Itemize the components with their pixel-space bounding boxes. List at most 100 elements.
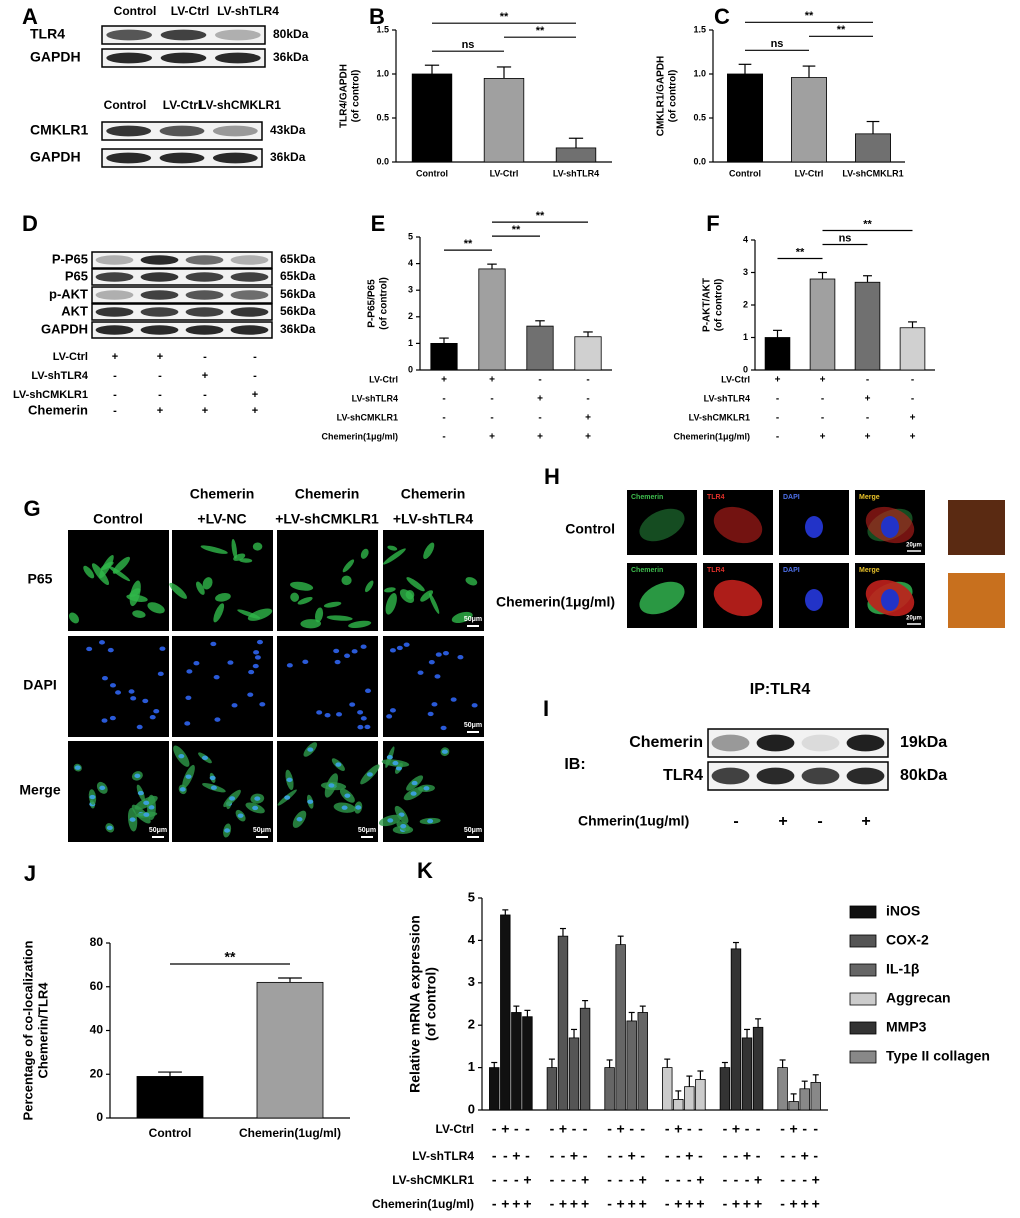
bar xyxy=(483,78,525,163)
panel-letter: F xyxy=(706,211,719,236)
scale-bar-label: 50μm xyxy=(464,827,482,834)
panel-letter: G xyxy=(23,496,40,521)
condition-sign: - xyxy=(113,370,117,382)
blot-band xyxy=(711,767,750,785)
blot-band xyxy=(140,307,179,317)
condition-sign: - xyxy=(821,413,824,424)
blot-row-label: P-P65 xyxy=(52,251,88,266)
blot-band xyxy=(846,734,885,752)
panel-letter: H xyxy=(544,464,560,489)
blot-kda: 43kDa xyxy=(270,123,306,137)
condition-sign: - xyxy=(776,432,779,443)
condition-sign: - xyxy=(698,1121,703,1137)
blot-band xyxy=(230,272,269,282)
condition-sign: + xyxy=(202,370,208,382)
nucleus xyxy=(428,659,435,665)
bar xyxy=(695,1079,706,1111)
bar xyxy=(662,1067,673,1111)
blot-row-label: GAPDH xyxy=(41,321,88,336)
condition-sign: - xyxy=(723,1121,728,1137)
micrograph xyxy=(627,490,697,555)
condition-label: LV-shTLR4 xyxy=(31,370,89,382)
bar xyxy=(489,1067,500,1111)
panel-letter: B xyxy=(369,4,385,29)
nucleus xyxy=(148,805,155,810)
treatment-sign: - xyxy=(733,813,738,830)
blot-row-label: TLR4 xyxy=(663,767,703,784)
condition-sign: - xyxy=(525,1121,530,1137)
nucleus xyxy=(99,785,106,791)
nucleus xyxy=(86,646,93,652)
condition-sign: + xyxy=(537,432,543,443)
nucleus xyxy=(360,716,367,721)
nucleus xyxy=(336,712,343,717)
x-tick-label: LV-shCMKLR1 xyxy=(842,168,903,178)
cell-signal xyxy=(639,508,685,542)
blot-strip xyxy=(91,321,273,339)
y-tick-label: 0.5 xyxy=(376,112,389,122)
blot-row-label: TLR4 xyxy=(30,26,65,42)
blot-kda: 36kDa xyxy=(280,322,316,336)
row-label: Chemerin(1μg/ml) xyxy=(496,594,615,610)
scale-bar-label: 50μm xyxy=(358,827,376,834)
nucleus xyxy=(256,639,263,645)
cell-body xyxy=(423,542,435,560)
condition-sign: + xyxy=(865,432,871,443)
nucleus xyxy=(316,710,323,715)
nucleus xyxy=(153,708,160,714)
lane-header: Control xyxy=(114,4,157,18)
condition-sign: + xyxy=(674,1196,682,1212)
condition-sign: - xyxy=(492,1172,497,1188)
x-tick-label: LV-shTLR4 xyxy=(553,168,599,178)
blot-strip xyxy=(91,286,273,304)
significance-label: ** xyxy=(796,246,805,258)
y-tick-label: 4 xyxy=(743,234,748,244)
cell-body xyxy=(420,590,434,602)
condition-sign: - xyxy=(607,1196,612,1212)
cell-body xyxy=(169,582,187,599)
bar xyxy=(684,1086,695,1111)
condition-sign: + xyxy=(685,1148,693,1164)
nucleus xyxy=(442,650,449,656)
legend-label: Aggrecan xyxy=(886,990,951,1006)
cell-body xyxy=(323,601,342,608)
condition-sign: + xyxy=(202,405,208,417)
blot-strip xyxy=(91,251,273,269)
condition-sign: - xyxy=(492,1148,497,1164)
treatment-sign: - xyxy=(817,813,822,830)
significance-label: ns xyxy=(839,232,852,244)
legend-swatch xyxy=(849,992,877,1006)
channel-label: Merge xyxy=(859,494,880,501)
condition-sign: + xyxy=(812,1196,820,1212)
y-tick-label: 40 xyxy=(90,1023,104,1037)
blot-band xyxy=(230,325,269,335)
condition-sign: - xyxy=(734,1148,739,1164)
legend-swatch xyxy=(849,1021,877,1035)
nucleus xyxy=(881,589,899,611)
y-tick-label: 1 xyxy=(408,338,413,348)
legend-swatch xyxy=(849,963,877,977)
y-tick-label: 3 xyxy=(408,285,413,295)
cell-body xyxy=(360,548,369,559)
y-tick-label: 0 xyxy=(408,364,413,374)
significance-label: ** xyxy=(536,25,545,37)
condition-sign: - xyxy=(490,413,493,424)
condition-sign: + xyxy=(801,1148,809,1164)
condition-sign: + xyxy=(252,405,258,417)
legend-swatch xyxy=(849,905,877,919)
cell-body xyxy=(406,577,425,592)
condition-sign: - xyxy=(550,1196,555,1212)
condition-sign: + xyxy=(501,1121,509,1137)
blot-kda: 80kDa xyxy=(273,27,309,41)
bar xyxy=(574,336,602,371)
channel-label: Chemerin xyxy=(631,494,663,501)
treatment-sign: + xyxy=(778,813,787,830)
condition-sign: - xyxy=(113,405,117,417)
bar xyxy=(522,1016,533,1111)
bar xyxy=(810,1082,821,1111)
condition-sign: + xyxy=(865,394,871,405)
cell-body xyxy=(231,538,238,559)
blot-band xyxy=(159,125,205,137)
nucleus xyxy=(307,799,314,804)
